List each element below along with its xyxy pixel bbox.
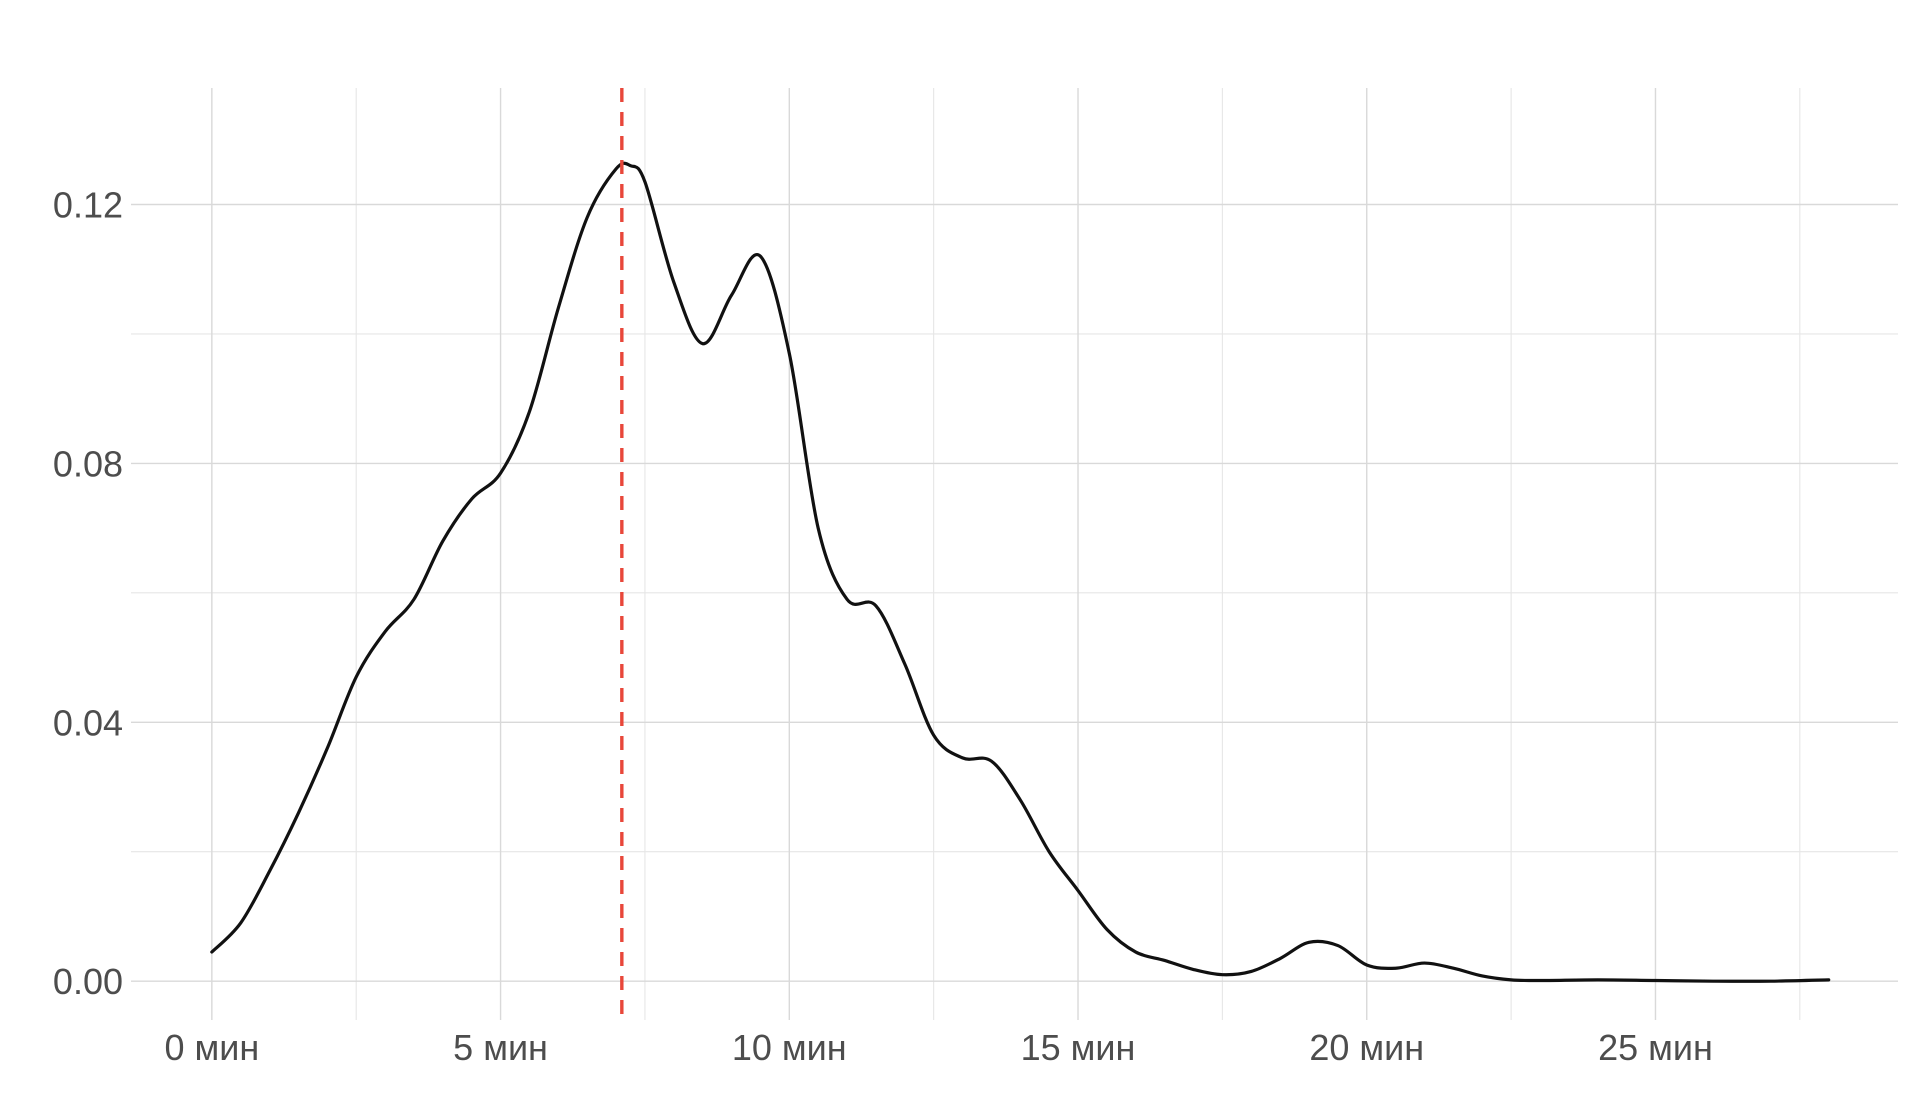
major-gridlines: [131, 88, 1898, 1020]
x-tick-label: 0 мин: [164, 1027, 259, 1068]
x-tick-label: 20 мин: [1309, 1027, 1424, 1068]
y-tick-label: 0.08: [53, 443, 123, 484]
x-tick-label: 25 мин: [1598, 1027, 1713, 1068]
x-tick-label: 5 мин: [453, 1027, 548, 1068]
series-layer: [210, 161, 1831, 983]
y-axis-tick-labels: 0.00 0.04 0.08 0.12: [53, 185, 123, 1003]
x-axis-tick-labels: 0 мин 5 мин 10 мин 15 мин 20 мин 25 мин: [164, 1027, 1712, 1068]
density-series-line: [210, 161, 1831, 983]
x-tick-label: 15 мин: [1021, 1027, 1136, 1068]
y-tick-label: 0.00: [53, 961, 123, 1002]
y-tick-label: 0.12: [53, 185, 123, 226]
minor-gridlines: [131, 88, 1898, 1020]
y-tick-label: 0.04: [53, 702, 123, 743]
x-tick-label: 10 мин: [732, 1027, 847, 1068]
